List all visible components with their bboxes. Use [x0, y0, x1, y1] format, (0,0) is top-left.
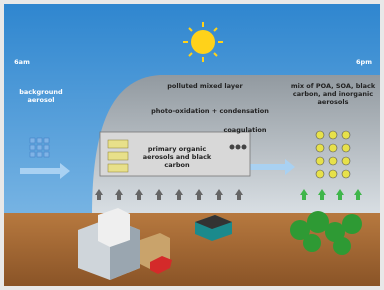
diagram: 6am 6pm background aerosol polluted mixe…	[0, 0, 384, 290]
background-particles	[30, 138, 49, 157]
layer-label: polluted mixed layer	[150, 82, 260, 90]
background-label: background aerosol	[16, 88, 66, 104]
process-label: photo-oxidation + condensation	[140, 107, 280, 115]
primary-label: primary organic aerosols and black carbo…	[132, 145, 222, 169]
coagulation-label: coagulation	[215, 126, 275, 134]
primary-particles	[108, 140, 128, 172]
time-label: 6pm	[350, 58, 378, 66]
time-label: 6am	[8, 58, 36, 66]
soot	[230, 145, 247, 150]
mix-label: mix of POA, SOA, black carbon, and inorg…	[290, 82, 376, 106]
